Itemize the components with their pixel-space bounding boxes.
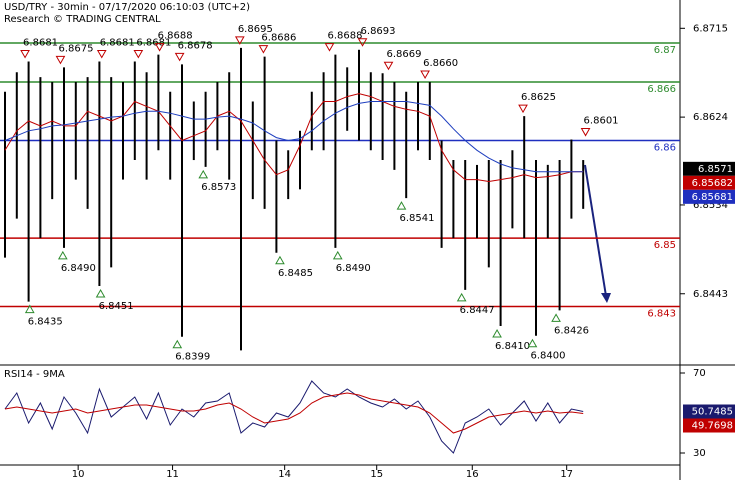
marker-label: 6.8688 bbox=[328, 31, 363, 42]
low-marker bbox=[332, 250, 343, 260]
marker-label: 6.8693 bbox=[361, 26, 396, 37]
chart-subtitle: Research © TRADING CENTRAL bbox=[4, 14, 161, 25]
high-marker bbox=[357, 38, 368, 47]
marker-label: 6.8686 bbox=[261, 33, 296, 44]
low-marker bbox=[456, 292, 467, 302]
high-marker bbox=[55, 55, 66, 65]
y-tick-label: 6.8715 bbox=[693, 23, 728, 34]
series-line bbox=[4, 392, 584, 434]
high-marker bbox=[518, 104, 528, 114]
series-line bbox=[4, 380, 584, 454]
rsi-box bbox=[683, 418, 735, 433]
x-tick-label: 10 bbox=[72, 469, 85, 480]
level-label: 6.86 bbox=[654, 143, 676, 154]
marker-label: 6.8490 bbox=[336, 263, 371, 274]
y-tick-label: 6.8624 bbox=[693, 112, 728, 123]
marker-label: 6.8426 bbox=[554, 325, 589, 336]
marker-label: 6.8695 bbox=[238, 24, 273, 35]
y-tick-label: 6.8443 bbox=[693, 289, 728, 300]
marker-label: 6.8681 bbox=[100, 37, 135, 48]
marker-label: 6.8669 bbox=[387, 49, 422, 60]
x-tick-label: 14 bbox=[278, 469, 291, 480]
price-box-label: 6.85681 bbox=[692, 192, 733, 203]
marker-label: 6.8688 bbox=[158, 31, 193, 42]
high-marker bbox=[96, 49, 107, 59]
chart-title: USD/TRY - 30min - 07/17/2020 06:10:03 (U… bbox=[4, 2, 250, 13]
price-box-label: 6.8571 bbox=[698, 164, 733, 175]
x-tick-label: 11 bbox=[166, 469, 179, 480]
high-marker bbox=[133, 49, 144, 59]
x-tick-label: 17 bbox=[560, 469, 573, 480]
marker-label: 6.8400 bbox=[530, 351, 565, 362]
high-marker bbox=[420, 70, 430, 79]
marker-label: 6.8681 bbox=[23, 37, 58, 48]
marker-label: 6.8485 bbox=[278, 268, 313, 279]
low-marker bbox=[492, 328, 502, 338]
high-marker bbox=[324, 43, 335, 52]
marker-label: 6.8601 bbox=[584, 116, 619, 127]
low-marker bbox=[24, 304, 35, 314]
marker-label: 6.8681 bbox=[136, 37, 171, 48]
high-marker bbox=[154, 43, 165, 52]
marker-label: 6.8573 bbox=[201, 182, 236, 193]
high-marker bbox=[234, 36, 245, 45]
high-marker bbox=[174, 52, 185, 62]
forecast-arrowhead bbox=[601, 293, 611, 303]
marker-label: 6.8660 bbox=[423, 58, 458, 69]
low-marker bbox=[551, 313, 561, 322]
marker-label: 6.8541 bbox=[399, 213, 434, 224]
price-box bbox=[683, 189, 735, 204]
marker-label: 6.8678 bbox=[178, 40, 213, 51]
low-marker bbox=[57, 250, 68, 260]
marker-label: 6.8399 bbox=[175, 352, 210, 363]
marker-label: 6.8490 bbox=[61, 263, 96, 274]
rsi-box bbox=[683, 404, 735, 419]
low-marker bbox=[527, 338, 538, 348]
marker-label: 6.8435 bbox=[28, 317, 63, 328]
marker-label: 6.8451 bbox=[99, 301, 134, 312]
high-marker bbox=[383, 61, 394, 71]
y-tick-label: 6.8534 bbox=[693, 200, 728, 211]
rsi-box-label: 50.7485 bbox=[692, 407, 733, 418]
marker-label: 6.8625 bbox=[521, 92, 556, 103]
price-box bbox=[683, 161, 735, 176]
marker-label: 6.8447 bbox=[460, 305, 495, 316]
level-label: 6.87 bbox=[654, 45, 676, 56]
level-label: 6.85 bbox=[654, 240, 676, 251]
marker-label: 6.8675 bbox=[58, 43, 93, 54]
low-marker bbox=[396, 201, 407, 210]
price-box-label: 6.85682 bbox=[692, 178, 733, 189]
x-tick-label: 16 bbox=[466, 469, 479, 480]
y-tick-label: 30 bbox=[693, 448, 706, 459]
low-marker bbox=[172, 339, 183, 349]
marker-label: 6.8410 bbox=[495, 341, 530, 352]
y-tick-label: 70 bbox=[693, 368, 706, 379]
series-line bbox=[4, 93, 584, 183]
high-marker bbox=[580, 128, 591, 137]
series-line bbox=[4, 101, 584, 173]
high-marker bbox=[20, 49, 30, 59]
level-label: 6.866 bbox=[647, 84, 676, 95]
low-marker bbox=[198, 169, 209, 179]
low-marker bbox=[275, 255, 285, 265]
high-marker bbox=[258, 45, 269, 54]
price-box bbox=[683, 175, 735, 190]
rsi-title: RSI14 - 9MA bbox=[4, 369, 65, 380]
low-marker bbox=[95, 288, 106, 298]
level-label: 6.843 bbox=[647, 308, 676, 319]
forecast-arrow bbox=[584, 164, 607, 297]
rsi-box-label: 49.7698 bbox=[692, 421, 733, 432]
x-tick-label: 15 bbox=[370, 469, 383, 480]
